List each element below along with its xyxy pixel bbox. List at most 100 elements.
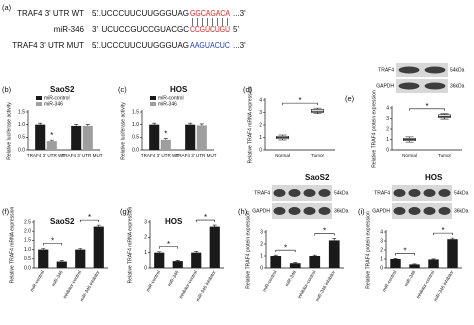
sequence-end: 3' [92,25,98,34]
binding-site: AAGUACUC [190,41,230,50]
bracket [79,219,100,223]
y-tick-label: 0.0 [132,147,139,153]
legend-swatch [36,96,42,100]
panel-title: SaoS2 [50,85,75,94]
error-bar [175,260,180,262]
x-tick-label: inhibitor-control [415,270,435,300]
error-bar [41,248,46,250]
y-tick-label: 0.5 [18,135,25,141]
y-tick-label: 0.5 [24,256,31,262]
blot-band [393,189,406,197]
panel-title: HOS [425,173,443,182]
y-tick-label: 3 [259,110,262,116]
significance: * [441,226,444,235]
error-bar [74,124,79,126]
y-tick-label: 1.0 [132,122,139,128]
blot-band [273,189,286,197]
error-bar [194,251,199,253]
y-tick-label: 4 [386,105,389,111]
x-tick-label: miR-346 inhibitor [433,269,455,302]
y-tick-label: 0 [144,265,147,271]
y-axis-label: Relative TRAF4 mRNA expression [9,206,15,283]
blot-band [393,207,406,215]
blot-band [438,189,451,197]
blot-band [424,66,446,74]
y-tick-label: 0 [259,147,262,153]
bar [154,252,165,268]
significance: * [323,227,326,236]
bar [191,252,202,268]
sequence-name: TRAF4 3' UTR WT [17,9,84,18]
bar [56,261,67,268]
x-tick-label: Tumor [438,153,452,158]
x-tick-label: TRAF4 3' UTR MUT [175,153,216,158]
x-tick-label: TRAF4 3' UTR WT [141,153,180,158]
panel-label: (h) [238,207,248,216]
blot-strip [392,203,452,219]
significance: * [284,243,287,252]
sequence-name: TRAF4 3' UTR MUT [12,41,84,50]
bracket [282,102,318,106]
bracket [275,249,296,253]
blot-size-label: 36kDa [454,208,469,214]
x-tick-label: inhibitor-control [62,270,82,300]
bar [428,259,439,268]
bar [75,249,86,268]
y-tick-label: 2.5 [24,219,31,225]
y-tick-label: 1.5 [132,109,139,115]
panel-label: (c) [118,85,127,94]
blot-band [408,189,421,197]
y-tick-label: 1 [259,135,262,141]
blot-band [318,207,331,215]
legend-label: miR-control [44,95,70,101]
y-tick-label: 2 [380,247,383,253]
bracket [42,243,63,246]
error-bar [212,224,217,227]
error-bar [85,124,90,126]
y-tick-label: 2 [386,126,389,132]
x-tick-label: miR-control [145,270,161,293]
sequence-end: 5' [92,9,98,18]
y-axis-label: Relative TRAF4 protein expression [365,211,371,289]
y-tick-label: 1 [380,256,383,262]
y-tick-label: 1 [144,250,147,256]
panel-label: (i) [358,207,365,216]
error-bar [59,260,64,262]
blot-band [398,82,420,90]
error-bar [431,258,436,260]
y-tick-label: 1 [386,137,389,143]
x-tick-label: Tumor [311,153,325,158]
x-tick-label: inhibitor-control [178,270,198,300]
x-tick-label: miR-346 [403,269,416,287]
bar [149,124,160,150]
panel-title: HOS [165,217,183,226]
x-tick-label: TRAF4 3' UTR MUT [61,153,102,158]
sequence-end: ...3' [233,9,246,18]
bar [71,125,82,150]
x-tick-label: miR-346 inhibitor [314,269,336,302]
bar [309,256,321,268]
blot-size-label: 36kDa [334,208,349,214]
y-tick-label: 2.0 [24,229,31,235]
significance: * [425,102,428,111]
binding-site: CCGUCUGU [190,25,230,34]
error-bar [393,258,398,259]
bar [46,141,57,150]
panel-label: (g) [120,207,130,216]
blot-band-label: TRAF4 [378,67,394,73]
legend-swatch [150,102,156,106]
sequence-end: 5' [233,25,239,34]
blot-strip [392,185,452,201]
bar [209,226,220,268]
sequence-name: miR-346 [54,25,85,34]
bracket [195,219,216,223]
panel-label: (b) [2,85,12,94]
error-bar [293,262,298,264]
blot-band [318,189,331,197]
error-bar [157,251,162,253]
y-axis-label: Relative TRAF4 mRNA expression [127,206,133,283]
y-tick-label: 0.5 [132,135,139,141]
blot-strip [272,185,332,201]
x-tick-label: miR-346 inhibitor [195,269,217,302]
